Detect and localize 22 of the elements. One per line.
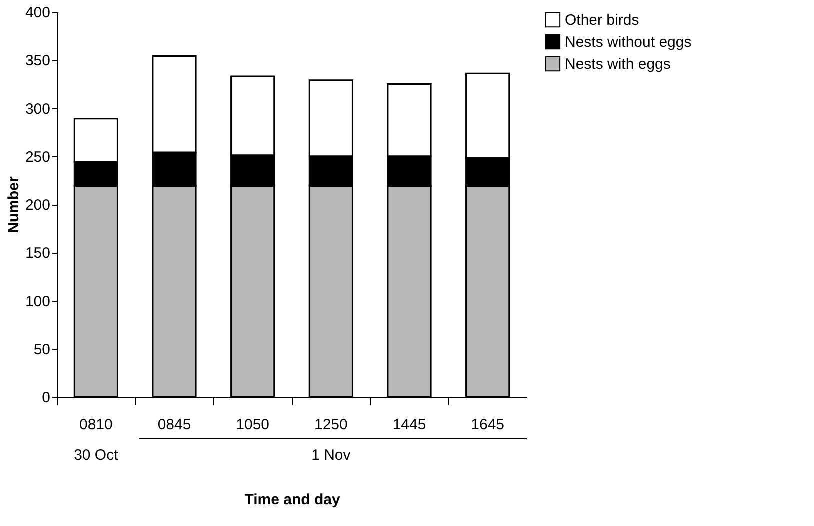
y-tick-label: 250 [25, 148, 50, 166]
legend-label: Other birds [565, 12, 640, 29]
x-tick-label: 1445 [392, 416, 426, 434]
y-tick-label: 300 [25, 100, 50, 118]
y-axis-title: Number [5, 176, 22, 234]
y-tick-label: 200 [25, 197, 50, 214]
y-tick-label: 100 [25, 293, 50, 310]
y-tick-label: 0 [42, 390, 50, 406]
x-tick-label: 1645 [471, 416, 505, 434]
legend-label: Nests with eggs [565, 56, 671, 73]
x-tick-label: 1250 [314, 416, 348, 434]
text: 1 Nov [312, 447, 352, 464]
y-tick-label: 50 [34, 341, 50, 358]
x-tick-label: 0810 [79, 416, 113, 434]
text: 30 Oct [74, 447, 120, 464]
legend-label: Nests without eggs [565, 34, 692, 51]
x-tick-label: 0845 [158, 416, 192, 434]
x-axis-title: Time and day [244, 492, 341, 508]
y-tick-label: 350 [25, 52, 50, 70]
y-tick-label: 150 [25, 245, 50, 262]
x-tick-label: 1050 [236, 416, 270, 434]
y-tick-label: 400 [25, 4, 50, 22]
